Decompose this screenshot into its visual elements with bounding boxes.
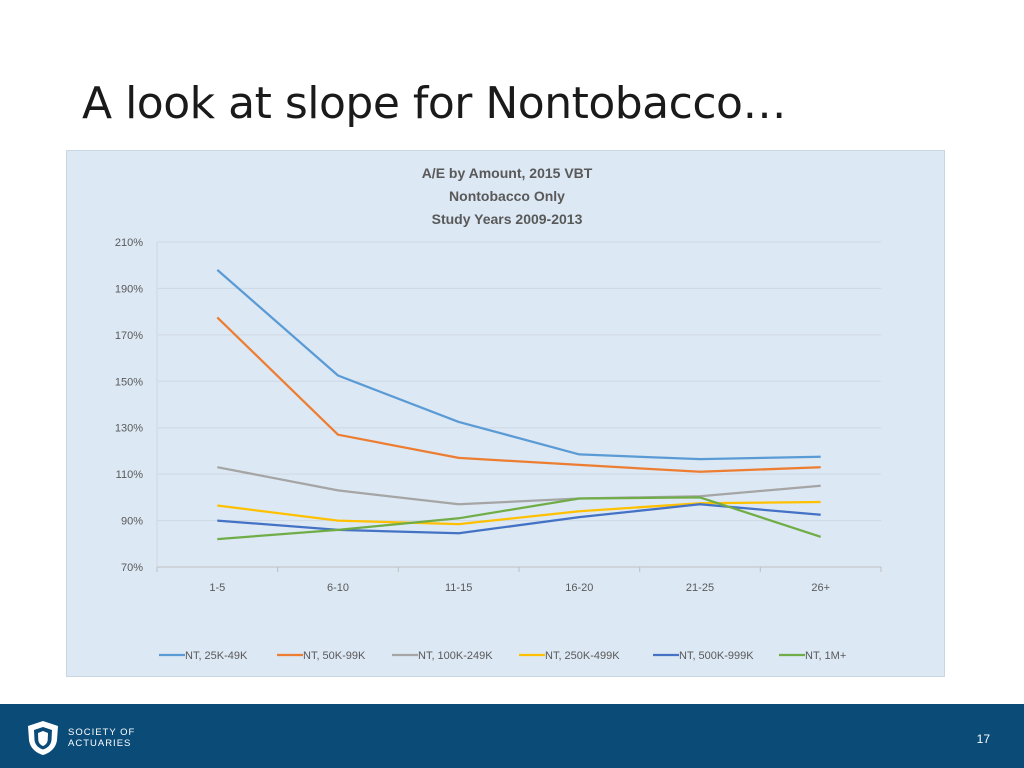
y-tick-label: 110% (116, 469, 144, 481)
legend-label: NT, 50K-99K (303, 650, 366, 662)
y-tick-label: 150% (115, 376, 143, 388)
y-tick-label: 170% (115, 330, 143, 342)
x-tick-label: 1-5 (209, 582, 225, 594)
chart-title-line: A/E by Amount, 2015 VBT (422, 165, 593, 181)
footer-bar: SOCIETY OF ACTUARIES 17 (0, 704, 1024, 768)
series-line (216, 269, 821, 461)
series-line (217, 503, 821, 535)
series-line (217, 466, 821, 506)
y-tick-label: 70% (121, 562, 143, 574)
y-tick-label: 130% (115, 423, 143, 435)
legend-label: NT, 100K-249K (418, 650, 493, 662)
logo-line-2: ACTUARIES (68, 738, 132, 749)
x-tick-label: 16-20 (565, 582, 593, 594)
series-line (216, 316, 821, 473)
logo-line-1: SOCIETY OF (68, 727, 136, 738)
chart-title-line: Nontobacco Only (449, 188, 565, 204)
x-tick-label: 11-15 (445, 582, 472, 594)
legend-label: NT, 250K-499K (545, 650, 620, 662)
y-tick-label: 190% (115, 283, 143, 295)
x-tick-label: 26+ (811, 582, 830, 594)
line-chart: A/E by Amount, 2015 VBT Nontobacco Only St… (115, 165, 882, 662)
society-of-actuaries-logo: SOCIETY OF ACTUARIES (26, 720, 146, 756)
legend-label: NT, 1M+ (805, 650, 846, 662)
slide-title: A look at slope for Nontobacco… (82, 78, 786, 129)
chart-title-line: Study Years 2009-2013 (432, 211, 583, 227)
y-tick-label: 210% (115, 237, 143, 249)
legend-label: NT, 500K-999K (679, 650, 754, 662)
series-line (217, 496, 822, 541)
page-number: 17 (976, 732, 990, 746)
y-tick-label: 90% (121, 516, 143, 528)
x-tick-label: 6-10 (327, 582, 349, 594)
chart-area: A/E by Amount, 2015 VBT Nontobacco Only St… (66, 150, 945, 677)
legend-label: NT, 25K-49K (185, 650, 248, 662)
x-tick-label: 21-25 (686, 582, 714, 594)
logo-wordmark: SOCIETY OF ACTUARIES (68, 727, 135, 749)
shield-icon (28, 721, 58, 755)
